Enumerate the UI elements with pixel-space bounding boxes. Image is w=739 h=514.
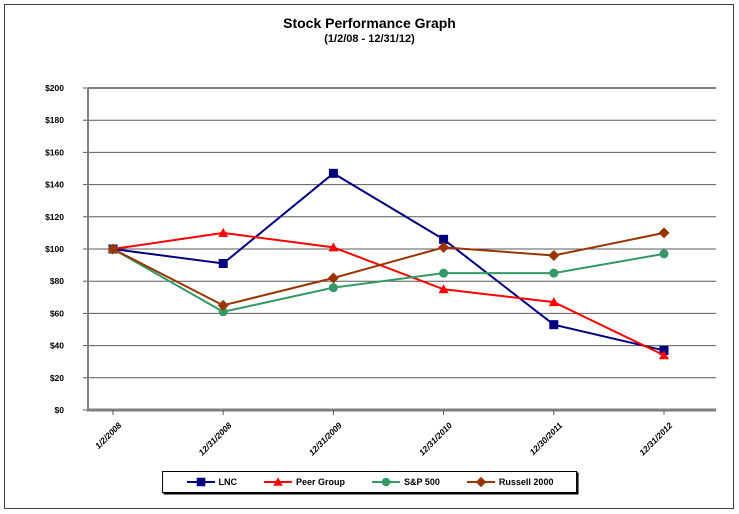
svg-text:$0: $0 bbox=[55, 405, 65, 415]
legend: LNC Peer Group S&P 500 Russell 2000 bbox=[161, 471, 578, 493]
legend-label-lnc: LNC bbox=[218, 477, 238, 487]
svg-text:12/31/2012: 12/31/2012 bbox=[637, 420, 674, 457]
svg-text:12/31/2008: 12/31/2008 bbox=[196, 420, 233, 457]
svg-text:12/30/2011: 12/30/2011 bbox=[527, 420, 564, 457]
svg-text:$160: $160 bbox=[45, 147, 64, 157]
svg-text:$120: $120 bbox=[45, 212, 64, 222]
legend-label-russell-2000: Russell 2000 bbox=[498, 477, 554, 487]
chart-subtitle: (1/2/08 - 12/31/12) bbox=[324, 32, 415, 45]
peer-group-triangle-marker-icon bbox=[263, 476, 293, 488]
chart-title: Stock Performance Graph bbox=[283, 15, 456, 31]
legend-item-sp500: S&P 500 bbox=[358, 476, 453, 488]
legend-label-sp500: S&P 500 bbox=[404, 477, 440, 487]
chart-header: Stock Performance Graph (1/2/08 - 12/31/… bbox=[0, 15, 739, 46]
svg-text:$20: $20 bbox=[50, 373, 64, 383]
russell-2000-diamond-marker-icon bbox=[466, 476, 496, 488]
legend-item-peer-group: Peer Group bbox=[250, 476, 358, 488]
svg-text:$40: $40 bbox=[50, 341, 64, 351]
svg-text:12/31/2009: 12/31/2009 bbox=[307, 420, 344, 457]
legend-item-russell-2000: Russell 2000 bbox=[453, 476, 567, 488]
svg-text:$140: $140 bbox=[45, 180, 64, 190]
legend-label-peer-group: Peer Group bbox=[296, 477, 346, 487]
lnc-square-marker-icon bbox=[186, 476, 216, 488]
svg-text:$80: $80 bbox=[50, 276, 64, 286]
svg-text:1/2/2008: 1/2/2008 bbox=[93, 420, 124, 451]
svg-text:$60: $60 bbox=[50, 308, 64, 318]
svg-text:12/31/2010: 12/31/2010 bbox=[417, 420, 454, 457]
svg-text:$100: $100 bbox=[45, 244, 64, 254]
svg-text:$200: $200 bbox=[45, 83, 64, 93]
sp500-circle-marker-icon bbox=[371, 476, 401, 488]
legend-item-lnc: LNC bbox=[173, 476, 251, 488]
svg-text:$180: $180 bbox=[45, 115, 64, 125]
